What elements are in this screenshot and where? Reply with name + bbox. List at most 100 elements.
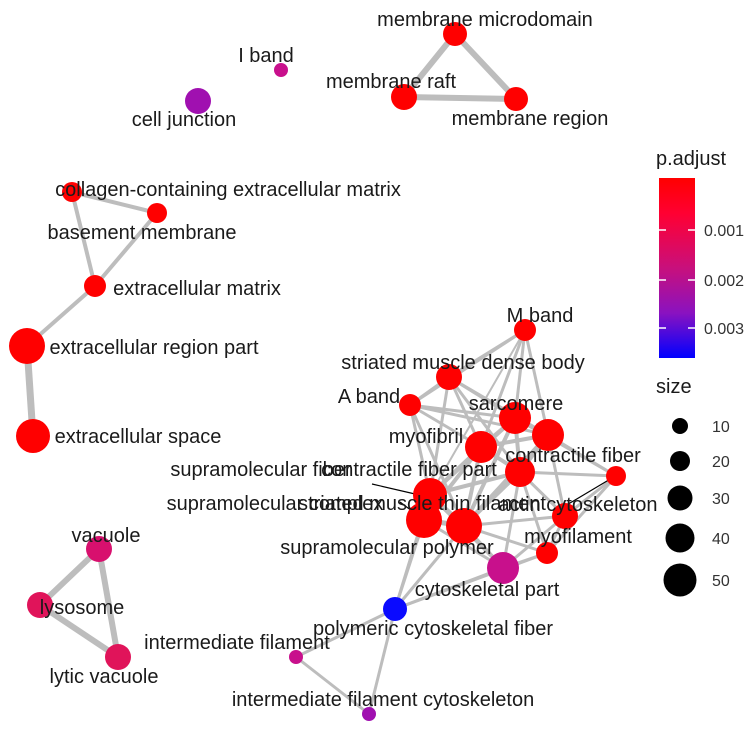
edge [447, 375, 522, 474]
node-label: collagen-containing extracellular matrix [55, 179, 401, 201]
node-label: A band [338, 386, 400, 408]
edge [401, 94, 519, 102]
node-label: extracellular matrix [113, 278, 281, 300]
node-label: sarcomere [469, 393, 563, 415]
size-tick-label: 30 [712, 491, 730, 508]
color-gradient-bar [659, 178, 695, 358]
node-lytic-vacuole[interactable] [105, 644, 131, 670]
node-contractile-fiber-part[interactable] [505, 457, 535, 487]
node-membrane-raft[interactable] [391, 84, 417, 110]
node-i-band[interactable] [274, 63, 288, 77]
node-label: myofilament [524, 526, 632, 548]
edge [518, 470, 618, 478]
node-intermediate-filament[interactable] [289, 650, 303, 664]
node-label: supramolecular polymer [280, 537, 494, 559]
edge [70, 190, 97, 288]
size-tick-label: 20 [712, 454, 730, 471]
node-label: basement membrane [48, 222, 237, 244]
node-label: intermediate filament cytoskeleton [232, 689, 534, 711]
node-label: contractile fiber part [321, 459, 497, 481]
node-label: membrane microdomain [377, 9, 593, 31]
node-label: intermediate filament [144, 632, 330, 654]
node-contractile-fiber[interactable] [532, 419, 564, 451]
size-key-circle [665, 523, 695, 553]
edge [37, 546, 102, 608]
color-tick-label: 0.002 [704, 273, 744, 290]
node-label: contractile fiber [505, 445, 641, 467]
node-extracellular-matrix[interactable] [84, 275, 106, 297]
node-intermediate-filament-cytoskeleton[interactable] [362, 707, 376, 721]
size-key-circle [670, 451, 690, 471]
node-label: membrane region [452, 108, 609, 130]
edge [294, 655, 371, 716]
node-label: supramolecular fiber [170, 459, 352, 481]
color-legend-title: p.adjust [656, 148, 726, 170]
node-label: vacuole [72, 525, 141, 547]
edge [408, 403, 466, 528]
color-legend: p.adjust 0.001 0.002 0.003 [656, 148, 744, 358]
node-layer [9, 22, 626, 721]
size-key-circle [672, 418, 688, 434]
node-actin-cytoskeleton[interactable] [552, 503, 578, 529]
edge [294, 607, 397, 659]
node-membrane-microdomain[interactable] [443, 22, 467, 46]
edge [428, 375, 451, 497]
edge [452, 31, 519, 102]
size-legend-title: size [656, 376, 692, 398]
node-basement-membrane[interactable] [147, 203, 167, 223]
node-m-band[interactable] [514, 319, 536, 341]
node-label: lysosome [40, 597, 124, 619]
node-collagen-ecm[interactable] [62, 182, 82, 202]
edge [545, 474, 618, 555]
size-legend: size 10 20 30 40 50 [656, 376, 730, 597]
node-label: lytic vacuole [50, 666, 159, 688]
node-cytoskeletal-part[interactable] [487, 552, 519, 584]
size-key-circle [663, 563, 697, 597]
node-vacuole[interactable] [86, 536, 112, 562]
node-label: myofibril [389, 426, 463, 448]
edge [367, 607, 397, 716]
node-supramolecular-complex[interactable] [406, 502, 442, 538]
size-key-circle [667, 485, 693, 511]
edge [501, 470, 522, 570]
edge [96, 546, 121, 660]
leader-line [564, 477, 613, 507]
node-supramolecular-polymer[interactable] [446, 508, 482, 544]
edge [70, 190, 159, 215]
edge [37, 602, 121, 660]
node-label: cell junction [132, 109, 237, 131]
node-label: striated muscle thin filament [298, 493, 546, 515]
node-striated-muscle-thin-filament[interactable] [606, 466, 626, 486]
node-extracellular-space[interactable] [16, 419, 50, 453]
edge [93, 211, 159, 288]
color-tick-label: 0.001 [704, 223, 744, 240]
node-membrane-region[interactable] [504, 87, 528, 111]
label-layer: membrane microdomain membrane raft membr… [40, 9, 658, 711]
node-myofibril[interactable] [465, 431, 497, 463]
node-label: I band [238, 45, 294, 67]
node-polymeric-cytoskeletal-fiber[interactable] [383, 597, 407, 621]
node-label: polymeric cytoskeletal fiber [313, 618, 553, 640]
edge [462, 416, 517, 528]
color-tick-label: 0.003 [704, 321, 744, 338]
node-label: membrane raft [326, 71, 456, 93]
node-lysosome[interactable] [27, 592, 53, 618]
node-label: actin cytoskeleton [499, 494, 658, 516]
node-label: supramolecular complex [167, 493, 384, 515]
edge [523, 328, 550, 437]
node-label: striated muscle dense body [341, 352, 584, 374]
edge [408, 403, 517, 420]
node-label: extracellular space [55, 426, 222, 448]
node-extracellular-region-part[interactable] [9, 328, 45, 364]
node-myofilament[interactable] [536, 542, 558, 564]
node-cell-junction[interactable] [185, 88, 211, 114]
node-label: cytoskeletal part [415, 579, 560, 601]
node-a-band[interactable] [399, 394, 421, 416]
edge [401, 31, 458, 100]
size-tick-label: 10 [712, 419, 730, 436]
node-sarcomere[interactable] [499, 402, 531, 434]
node-striated-muscle-dense-body[interactable] [436, 364, 462, 390]
size-tick-label: 40 [712, 531, 730, 548]
